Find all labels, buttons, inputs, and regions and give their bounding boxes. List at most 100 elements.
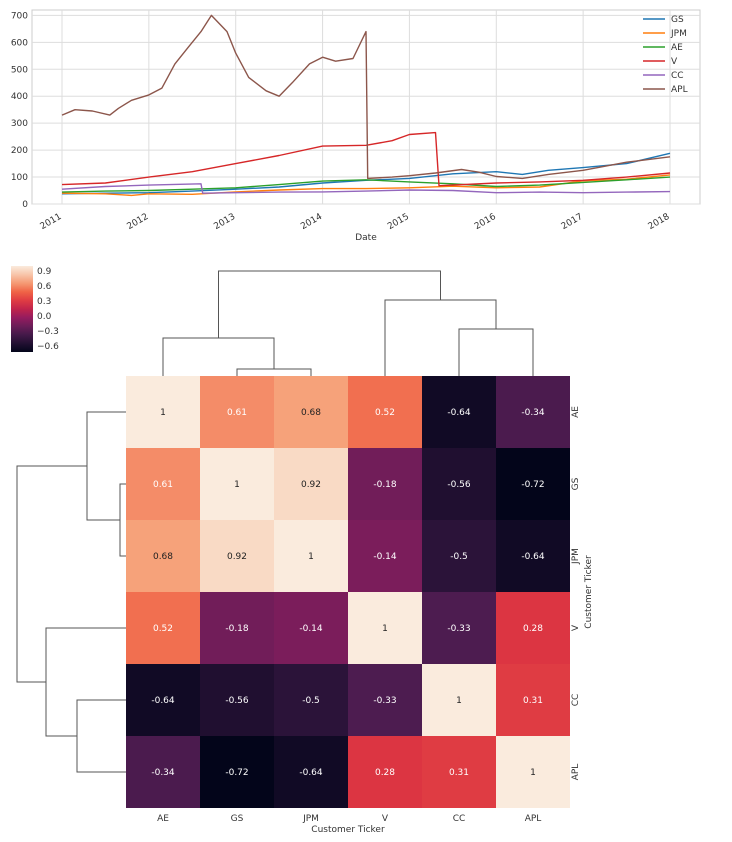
series-line-gs	[61, 152, 671, 195]
heatmap-cell	[126, 448, 200, 520]
cell-value-label: -0.33	[447, 624, 470, 634]
colorbar-tick-label: −0.6	[37, 342, 59, 352]
colorbar-tick-label: 0.0	[37, 312, 52, 322]
col-tick-label: AE	[157, 814, 169, 824]
legend-label: APL	[671, 85, 688, 95]
heatmap-cell	[274, 592, 348, 664]
heatmap-row-labels: AE GS JPM V CC APL	[571, 406, 581, 781]
cell-value-label: 1	[308, 552, 314, 562]
dendrogram-link	[236, 368, 312, 376]
heatmap-cell	[274, 376, 348, 448]
line-y-ticks: 0 100 200 300 400 500 600 700	[11, 11, 28, 210]
legend-label: JPM	[670, 29, 687, 39]
heatmap-cell	[348, 520, 422, 592]
y-tick-label: 400	[11, 92, 28, 102]
heatmap-cell	[422, 520, 496, 592]
line-legend: GS JPM AE V CC APL	[643, 15, 688, 95]
dendrogram-link	[218, 270, 441, 338]
cell-value-label: 0.61	[227, 408, 247, 418]
heatmap-cell	[126, 736, 200, 808]
heatmap-cell	[496, 736, 570, 808]
x-tick-label: 2014	[299, 212, 324, 232]
heatmap-cell	[274, 448, 348, 520]
line-gridlines	[32, 10, 700, 205]
heatmap-col-labels: AE GS JPM V CC APL	[157, 814, 541, 824]
heatmap-cell	[126, 592, 200, 664]
heatmap-cells: 1 0.61 0.68 0.52 -0.64 -0.34 0.61 1 0.92 -0.18 -0.…	[126, 376, 570, 808]
cell-value-label: 0.68	[153, 552, 173, 562]
cell-value-label: -0.14	[299, 624, 323, 634]
line-x-ticks: 2011 2012 2013 2014 2015 2016 2017 2018	[39, 212, 672, 232]
cell-value-label: -0.18	[373, 480, 397, 490]
series-line-ae	[61, 176, 671, 193]
heatmap-cell	[496, 376, 570, 448]
heatmap-cell	[126, 520, 200, 592]
heatmap-cell	[200, 736, 274, 808]
col-tick-label: APL	[525, 814, 542, 824]
colorbar-tick-label: 0.6	[37, 282, 52, 292]
x-tick-label: 2012	[126, 212, 151, 232]
heatmap-cell	[200, 592, 274, 664]
heatmap-cell	[496, 520, 570, 592]
cell-value-label: -0.34	[151, 768, 175, 778]
heatmap-cell	[274, 736, 348, 808]
colorbar-gradient	[11, 266, 33, 352]
cell-value-label: -0.72	[521, 480, 544, 490]
column-dendrogram	[162, 270, 534, 376]
series-line-cc	[61, 183, 671, 194]
x-tick-label: 2017	[560, 212, 585, 232]
cell-value-label: 1	[456, 696, 462, 706]
legend-label: GS	[671, 15, 684, 25]
heatmap-cell	[126, 376, 200, 448]
dendrogram-link	[162, 337, 275, 376]
heatmap-cell	[496, 664, 570, 736]
cell-value-label: 1	[530, 768, 536, 778]
row-tick-label: CC	[571, 694, 581, 707]
heatmap-y-axis-label: Customer Ticker	[584, 555, 594, 629]
heatmap-cell	[422, 736, 496, 808]
col-tick-label: GS	[231, 814, 244, 824]
y-tick-label: 0	[22, 200, 28, 210]
cell-value-label: -0.5	[302, 696, 320, 706]
cell-value-label: -0.64	[447, 408, 471, 418]
legend-label: CC	[671, 71, 684, 81]
heatmap-x-axis-label: Customer Ticker	[311, 825, 385, 835]
cell-value-label: 0.31	[449, 768, 469, 778]
cell-value-label: -0.5	[450, 552, 468, 562]
line-series-group	[61, 14, 671, 197]
y-tick-label: 500	[11, 65, 28, 75]
heatmap-cell	[348, 736, 422, 808]
heatmap-cell	[348, 448, 422, 520]
y-tick-label: 200	[11, 146, 28, 156]
col-tick-label: CC	[453, 814, 466, 824]
row-dendrogram	[16, 411, 126, 773]
dendrogram-link	[76, 699, 126, 773]
heatmap-cell	[274, 664, 348, 736]
heatmap-cell	[496, 592, 570, 664]
cell-value-label: -0.34	[521, 408, 545, 418]
cell-value-label: 1	[160, 408, 166, 418]
row-tick-label: V	[571, 624, 581, 631]
series-line-apl	[61, 14, 671, 180]
x-tick-label: 2016	[473, 212, 498, 232]
cell-value-label: 0.61	[153, 480, 173, 490]
cell-value-label: 0.31	[523, 696, 543, 706]
heatmap-cell	[126, 664, 200, 736]
cell-value-label: -0.18	[225, 624, 249, 634]
series-line-v	[61, 131, 671, 187]
col-tick-label: V	[382, 814, 389, 824]
heatmap-cell	[422, 448, 496, 520]
cell-value-label: -0.72	[225, 768, 248, 778]
x-tick-label: 2011	[39, 212, 64, 232]
cell-value-label: 1	[234, 480, 240, 490]
cell-value-label: 0.28	[523, 624, 543, 634]
clustermap: 0.9 0.6 0.3 0.0 −0.3 −0.6 1 0.61 0.68 0.52 -0.64 -…	[11, 266, 594, 835]
x-tick-label: 2015	[386, 212, 411, 232]
heatmap-cell	[200, 664, 274, 736]
heatmap-cell	[200, 520, 274, 592]
cell-value-label: -0.56	[447, 480, 471, 490]
legend-label: AE	[671, 43, 683, 53]
cell-value-label: -0.64	[299, 768, 323, 778]
